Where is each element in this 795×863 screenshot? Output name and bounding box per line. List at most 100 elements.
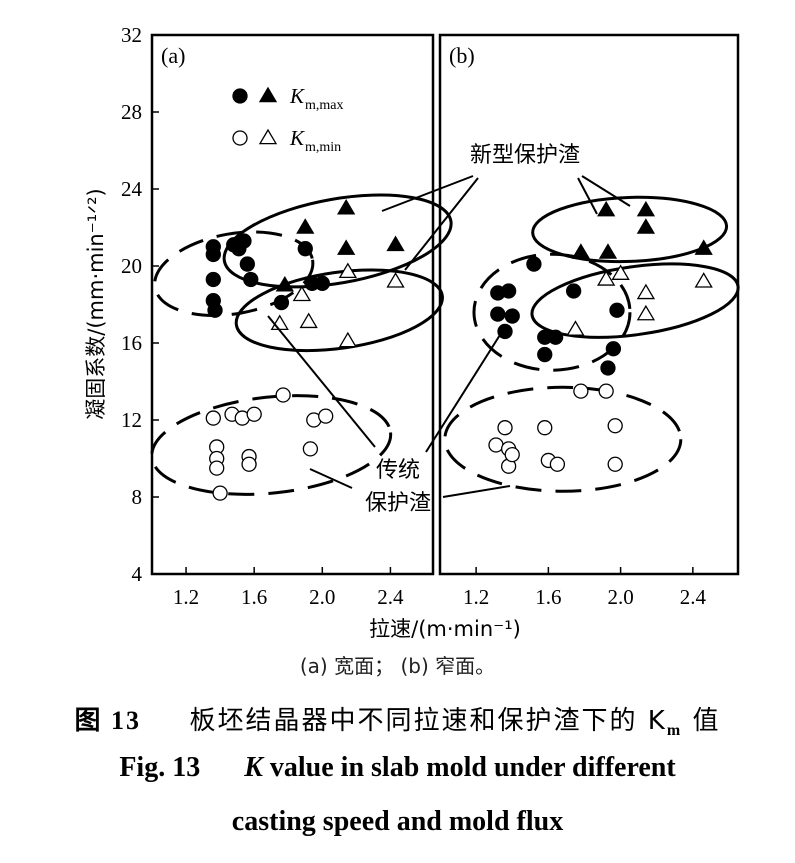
- leader-new-a2: [404, 177, 479, 271]
- ellipse-trad-max-a: [153, 230, 315, 317]
- ellipse-trad-min-b: [443, 385, 683, 493]
- legend-sub-max: m,max: [305, 98, 344, 113]
- data-point-open-triangle: [597, 270, 616, 286]
- data-point-filled-circle: [236, 233, 252, 249]
- caption-cn-sub: m: [666, 722, 683, 740]
- leader-new-b2: [581, 175, 631, 207]
- data-point-open-circle: [549, 456, 566, 472]
- data-point-filled-circle: [565, 283, 582, 299]
- data-point-open-circle: [205, 410, 221, 426]
- x-tick-label: 2.0: [607, 585, 633, 609]
- data-point-filled-circle: [609, 302, 625, 318]
- data-point-filled-circle: [504, 308, 520, 324]
- caption-chinese: 图 13 板坯结晶器中不同拉速和保护渣下的 Km 值: [0, 700, 795, 740]
- data-point-filled-triangle: [694, 239, 713, 255]
- data-point-filled-circle: [314, 275, 330, 291]
- data-point-filled-circle: [273, 294, 290, 311]
- panel-label-b: (b): [449, 43, 475, 68]
- data-point-filled-circle: [205, 271, 221, 288]
- y-tick-label: 8: [132, 485, 143, 509]
- data-point-filled-circle: [239, 256, 256, 272]
- ellipse-new-max-a: [222, 193, 453, 289]
- leader-trad-a2: [309, 468, 353, 489]
- data-point-filled-circle: [205, 246, 221, 263]
- data-point-open-triangle: [636, 304, 656, 321]
- caption-cn-prefix: 图 13: [74, 706, 142, 735]
- data-point-open-circle: [209, 460, 225, 476]
- leader-trad-b2: [442, 485, 511, 498]
- caption-cn-text: 板坯结晶器中不同拉速和保护渣下的 K: [189, 706, 667, 736]
- leader-trad-b1: [425, 326, 506, 453]
- y-tick-label: 28: [121, 100, 142, 124]
- data-point-open-triangle: [292, 285, 312, 302]
- data-point-filled-triangle: [275, 275, 294, 292]
- y-tick-label: 12: [121, 408, 142, 432]
- figure-chart: 1.2 1.6 2.0 2.4 (a) 1.2 1.6 2.0 2.4 (b) 4 8 12 16 20 24…: [84, 23, 740, 641]
- annotation-trad-flux-1: 传统: [376, 458, 420, 483]
- legend-marker-filled-circle: [232, 88, 248, 104]
- y-tick-label: 32: [121, 23, 142, 47]
- data-point-open-circle: [573, 383, 589, 399]
- data-point-filled-triangle: [597, 200, 616, 217]
- x-tick-label: 2.4: [680, 585, 707, 609]
- data-point-filled-triangle: [296, 218, 315, 234]
- y-tick-label: 20: [121, 254, 142, 278]
- panel-frame-b: [438, 33, 740, 576]
- legend-marker-filled-triangle: [258, 86, 278, 103]
- data-point-open-circle: [318, 408, 334, 424]
- data-point-filled-circle: [605, 341, 622, 357]
- data-point-filled-triangle: [386, 235, 405, 252]
- data-point-open-circle: [537, 420, 553, 436]
- ellipse-new-max-b: [531, 195, 729, 264]
- data-point-open-triangle: [338, 331, 357, 348]
- caption-english-line1: Fig. 13 K value in slab mold under diffe…: [0, 752, 795, 784]
- annotation-lines: [267, 175, 631, 498]
- caption-en-num: Fig. 13: [119, 752, 201, 783]
- data-point-open-circle: [504, 446, 520, 463]
- ellipse-trad-max-b: [472, 252, 632, 372]
- legend-label-min: K: [289, 126, 305, 150]
- data-point-filled-circle: [207, 302, 223, 318]
- caption-english-line2: casting speed and mold flux: [231, 806, 564, 837]
- y-axis-label: 凝固系数/(mm·min⁻¹ᐟ²): [84, 188, 108, 419]
- y-tick-label: 4: [132, 562, 143, 586]
- data-point-filled-triangle: [337, 198, 356, 215]
- leader-new-b1: [577, 177, 598, 215]
- data-point-open-circle: [607, 418, 623, 434]
- data-point-open-circle: [598, 383, 614, 399]
- chart-text: 1.2 1.6 2.0 2.4 (a) 1.2 1.6 2.0 2.4 (b) 4 8 12 16 20 24…: [84, 23, 706, 641]
- group-ellipses: [150, 193, 740, 496]
- x-axis-label: 拉速/(m·min⁻¹): [369, 617, 521, 641]
- data-point-filled-triangle: [636, 200, 656, 217]
- data-point-filled-circle: [526, 256, 542, 272]
- data-point-filled-triangle: [598, 243, 618, 259]
- ellipse-trad-min-a: [150, 394, 393, 496]
- x-tick-label: 1.2: [173, 585, 199, 609]
- data-point-open-circle: [302, 441, 319, 457]
- leader-new-a1: [381, 175, 474, 212]
- leader-trad-a1: [267, 315, 376, 448]
- data-point-filled-circle: [243, 271, 259, 288]
- caption-cn-suffix: 值: [692, 706, 721, 736]
- x-tick-label: 2.0: [309, 585, 335, 609]
- legend-marker-open-triangle: [258, 128, 278, 145]
- data-point-filled-circle: [547, 329, 564, 345]
- data-point-filled-circle: [500, 283, 517, 299]
- data-point-open-triangle: [636, 283, 656, 300]
- x-tick-label: 2.4: [377, 585, 404, 609]
- data-point-open-circle: [488, 437, 504, 453]
- data-point-open-triangle: [694, 272, 713, 288]
- caption-en-k: K: [244, 752, 263, 783]
- x-tick-label: 1.2: [463, 585, 489, 609]
- data-points: [205, 86, 713, 501]
- y-tick-label: 16: [121, 331, 142, 355]
- data-point-open-triangle: [566, 320, 585, 336]
- annotation-trad-flux-2: 保护渣: [365, 491, 431, 516]
- data-point-open-triangle: [338, 262, 357, 279]
- data-point-open-circle: [497, 420, 513, 436]
- panel-label-a: (a): [161, 43, 185, 68]
- x-tick-label: 1.6: [535, 585, 561, 609]
- x-tick-label: 1.6: [241, 585, 267, 609]
- legend-marker-open-circle: [232, 130, 248, 146]
- data-point-filled-circle: [600, 360, 616, 376]
